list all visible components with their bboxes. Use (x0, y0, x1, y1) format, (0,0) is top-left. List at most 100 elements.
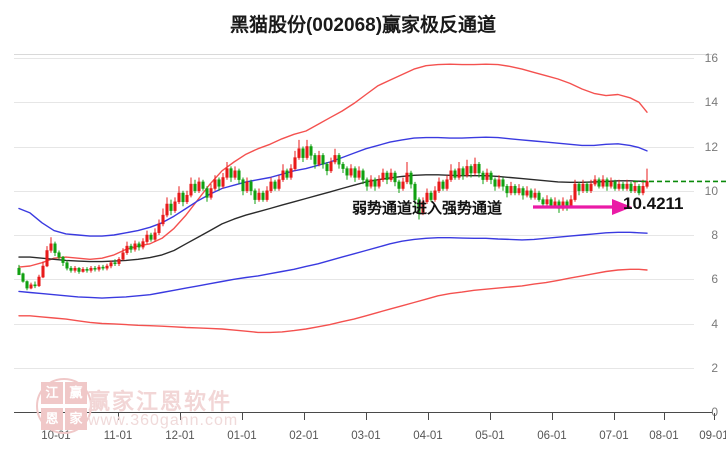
candle-body (449, 170, 453, 180)
candle-body (277, 179, 281, 189)
candle-body (121, 252, 125, 260)
candle-body (241, 179, 245, 192)
x-axis-tick-mark (118, 413, 119, 420)
candle-body (149, 234, 153, 240)
gridline (14, 323, 694, 325)
candle-body (409, 172, 413, 185)
candle-body (73, 267, 77, 271)
candle-body (209, 188, 213, 198)
candle-body (393, 172, 397, 183)
candle-body (377, 179, 381, 187)
candle-body (493, 179, 497, 187)
y-axis-tick-label: 8 (711, 228, 718, 242)
candle-body (589, 183, 593, 191)
x-axis-tick-label: 10-01 (41, 430, 71, 442)
x-axis-tick-mark (664, 413, 665, 420)
candle-body (397, 181, 401, 189)
candle-body (481, 172, 485, 180)
candle-body (165, 203, 169, 216)
candle-body (289, 168, 293, 178)
candle-body (133, 243, 137, 250)
candle-body (457, 168, 461, 178)
candle-body (89, 267, 93, 271)
candle-body (321, 155, 325, 165)
candle-body (337, 155, 341, 165)
candle-body (541, 199, 545, 205)
candle-body (201, 181, 205, 189)
y-axis-tick-label: 4 (711, 316, 718, 331)
y-axis-tick-label: 2 (711, 360, 718, 375)
candle-body (65, 262, 69, 269)
candle-body (245, 181, 249, 191)
y-axis-tick-label: 14 (704, 95, 718, 110)
gridline (14, 146, 694, 148)
x-axis-tick-mark (552, 413, 553, 420)
x-axis-tick-label: 01-01 (227, 430, 257, 442)
candle-body (373, 179, 377, 187)
candle-body (621, 183, 625, 189)
candle-body (113, 262, 117, 265)
candle-body (573, 183, 577, 200)
candle-body (213, 179, 217, 189)
x-axis-tick-label: 05-01 (475, 430, 505, 442)
candle-body (101, 266, 105, 269)
candle-body (37, 276, 41, 287)
candle-body (141, 241, 145, 248)
gridline (14, 235, 694, 236)
candle-body (197, 181, 201, 191)
gridline (14, 367, 694, 369)
candle-body (473, 163, 477, 174)
candle-body (301, 148, 305, 158)
candle-body (77, 267, 81, 272)
candle-body (533, 192, 537, 198)
x-axis-tick-mark (428, 413, 429, 420)
candle-body (521, 188, 525, 196)
candle-body (117, 259, 121, 264)
x-axis-tick-label: 03-01 (351, 430, 381, 442)
candle-body (613, 181, 617, 189)
candle-body (597, 179, 601, 187)
x-axis-tick-mark (180, 413, 181, 420)
candle-body (537, 192, 541, 200)
candle-body (153, 232, 157, 240)
gridline (14, 58, 694, 59)
candle-body (437, 181, 441, 191)
x-axis-tick-mark (56, 413, 57, 420)
y-axis-tick-label: 0 (711, 405, 718, 419)
candle-body (461, 168, 465, 176)
candle-body (617, 183, 621, 189)
candle-body (181, 192, 185, 203)
candle-body (477, 163, 481, 174)
x-axis-tick-mark (614, 413, 615, 420)
candle-body (49, 243, 53, 251)
candle-body (61, 256, 65, 263)
candle-body (469, 166, 473, 174)
candle-body (317, 155, 321, 165)
x-axis-tick-label: 11-01 (103, 430, 133, 442)
candle-body (369, 179, 373, 187)
channel-band-line-2 (18, 174, 648, 263)
candle-body (485, 172, 489, 180)
candle-body (641, 186, 645, 194)
candle-body (389, 172, 393, 180)
candle-body (441, 181, 445, 189)
candle-body (41, 265, 45, 278)
x-axis-tick-mark (490, 413, 491, 420)
channel-annotation: 弱势通道进入强势通道 (352, 200, 503, 217)
x-axis-tick-mark (242, 413, 243, 420)
candle-body (417, 199, 421, 214)
x-axis-tick-label: 04-01 (413, 430, 443, 442)
candle-body (361, 170, 365, 180)
candle-body (421, 201, 425, 214)
candle-body (637, 186, 641, 194)
candle-body (261, 192, 265, 200)
candle-body (585, 183, 589, 191)
candle-body (505, 186, 509, 194)
candle-body (341, 163, 345, 169)
candle-body (357, 170, 361, 178)
candle-body (221, 177, 225, 187)
candle-body (125, 245, 129, 253)
candle-body (265, 190, 269, 200)
